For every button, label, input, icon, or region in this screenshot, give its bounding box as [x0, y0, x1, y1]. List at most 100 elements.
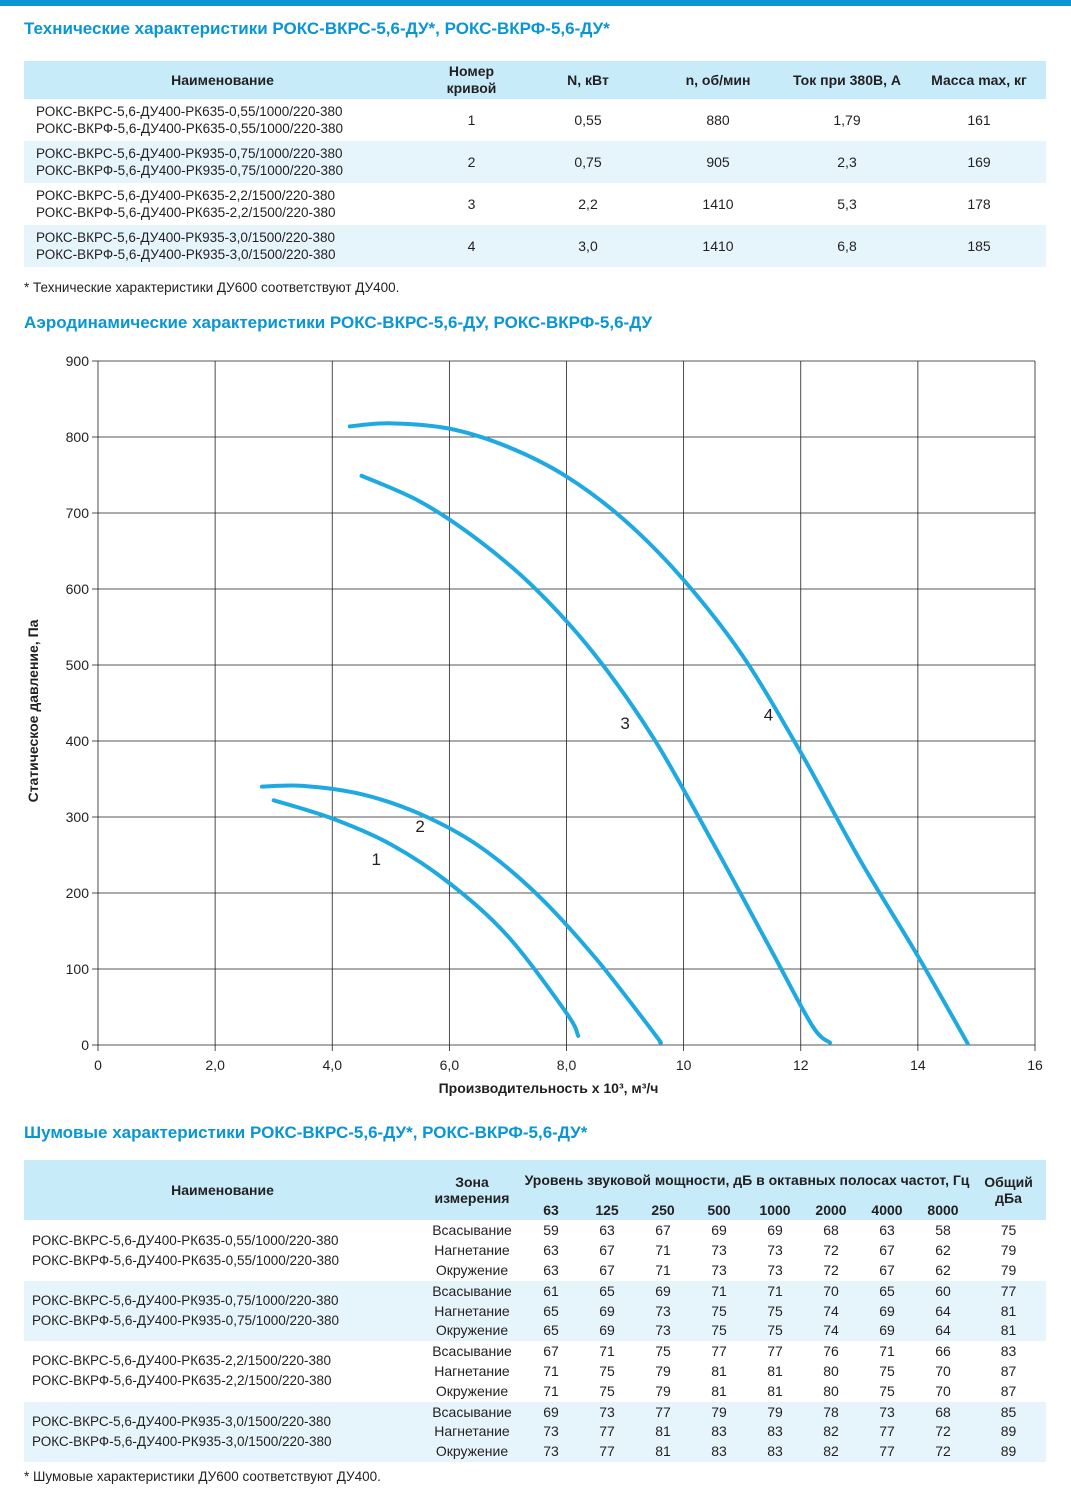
model-name-line1: РОКС-ВКРС-5,6-ДУ400-РК935-3,0/1500/220-3… [32, 1413, 332, 1429]
level-cell-2000: 68 [803, 1219, 859, 1241]
level-cell-2000: 72 [823, 1261, 839, 1278]
level-cell-125: 67 [599, 1261, 615, 1278]
model-name-line2: РОКС-ВКРФ-5,6-ДУ400-РК935-3,0/1500/220-3… [36, 247, 336, 262]
y-tick-label: 500 [66, 657, 90, 673]
total-dba-cell: 89 [971, 1421, 1047, 1442]
level-cell-1000: 77 [747, 1340, 803, 1362]
model-name-cell: РОКС-ВКРС-5,6-ДУ400-РК635-2,2/1500/220-3… [24, 183, 421, 225]
noise-table: Наименование Зона измерения Уровень звук… [24, 1160, 1047, 1462]
model-name-line1: РОКС-ВКРС-5,6-ДУ400-РК935-0,75/1000/220-… [32, 1293, 339, 1309]
noise-row: Нагнетание 71 75 79 81 81 80 75 70 87 [24, 1362, 1046, 1382]
level-cell-1000: 69 [747, 1219, 803, 1241]
zone-cell: Нагнетание [421, 1301, 523, 1321]
noise-header-row: Наименование Зона измерения Уровень звук… [24, 1160, 1047, 1221]
level-cell-1000: 75 [747, 1320, 803, 1342]
header-mass: Масса max, кг [912, 61, 1046, 99]
current-cell: 2,3 [782, 141, 912, 183]
zone-cell: Всасывание [421, 1219, 523, 1241]
total-dba-cell: 79 [1000, 1261, 1017, 1278]
rpm-cell: 880 [706, 112, 730, 128]
tech-title: Технические характеристики РОКС-ВКРС-5,6… [24, 19, 610, 38]
noise-row: Нагнетание 73 77 81 83 83 82 77 72 89 [24, 1421, 1047, 1442]
model-name-line1: РОКС-ВКРС-5,6-ДУ400-РК635-0,55/1000/220-… [32, 1232, 339, 1248]
level-cell-63: 67 [523, 1340, 579, 1362]
level-cell-4000: 71 [859, 1340, 915, 1362]
curve-number-cell: 2 [421, 141, 522, 183]
chart-series: 1 2 3 4 [259, 421, 970, 1046]
total-dba-cell: 83 [971, 1340, 1047, 1362]
total-dba-cell: 85 [971, 1401, 1047, 1422]
noise-row: РОКС-ВКРС-5,6-ДУ400-РК935-0,75/1000/220-… [24, 1280, 1047, 1342]
level-cell-500: 79 [691, 1401, 747, 1422]
curve-label-3: 3 [620, 714, 629, 733]
mass-cell: 161 [967, 112, 991, 128]
level-cell-2000: 80 [823, 1362, 839, 1379]
power-cell: 0,75 [522, 141, 654, 183]
level-cell-500: 69 [691, 1219, 747, 1241]
curve-4 [347, 421, 970, 1046]
model-name-line2: РОКС-ВКРФ-5,6-ДУ400-РК635-2,2/1500/220-3… [32, 1373, 332, 1389]
level-cell-1000: 83 [747, 1441, 803, 1462]
header-rpm: n, об/мин [654, 61, 782, 99]
chart-y-axis-label: Статическое давление, Па [25, 619, 41, 802]
y-tick-label: 800 [66, 429, 90, 445]
model-name-line1: РОКС-ВКРС-5,6-ДУ400-РК935-0,75/1000/220-… [36, 146, 343, 161]
model-name-cell: РОКС-ВКРС-5,6-ДУ400-РК935-0,75/1000/220-… [24, 141, 421, 183]
noise-row: РОКС-ВКРС-5,6-ДУ400-РК935-3,0/1500/220-3… [24, 1401, 1047, 1462]
level-cell-2000: 76 [803, 1340, 859, 1362]
noise-row: Окружение 65 69 73 75 75 74 69 64 81 [24, 1320, 1047, 1342]
freq-header-125: 125 [579, 1200, 635, 1221]
x-tick-label: 6,0 [440, 1057, 460, 1073]
header-curve-number: Номер кривой [421, 61, 522, 99]
model-name-line2: РОКС-ВКРФ-5,6-ДУ400-РК935-0,75/1000/220-… [32, 1313, 340, 1329]
level-cell-250: 75 [635, 1340, 691, 1362]
y-tick-label: 0 [81, 1037, 89, 1053]
power-cell: 3,0 [522, 225, 654, 267]
level-cell-2000: 74 [803, 1301, 859, 1321]
level-cell-250: 79 [655, 1382, 671, 1399]
curve-label-1: 1 [371, 850, 380, 869]
level-cell-500: 77 [691, 1340, 747, 1362]
tech-header-row: Наименование Номер кривой N, кВт n, об/м… [24, 61, 1046, 99]
chart-x-axis-label: Производительность х 10³, м³/ч [439, 1080, 659, 1096]
zone-cell: Всасывание [421, 1401, 523, 1422]
mass-cell: 178 [967, 196, 991, 212]
power-cell: 0,55 [574, 112, 602, 128]
power-cell: 2,2 [578, 196, 598, 212]
level-cell-500: 81 [711, 1382, 727, 1399]
total-dba-cell: 77 [971, 1280, 1047, 1302]
level-cell-250: 77 [635, 1401, 691, 1422]
level-cell-2000: 74 [803, 1320, 859, 1342]
level-cell-500: 75 [691, 1301, 747, 1321]
noise-header-total: Общий дБа [971, 1160, 1047, 1221]
noise-header-level: Уровень звуковой мощности, дБ в октавных… [523, 1160, 972, 1200]
model-name-line2: РОКС-ВКРФ-5,6-ДУ400-РК635-2,2/1500/220-3… [36, 205, 336, 220]
zone-cell: Окружение [435, 1382, 509, 1399]
level-cell-1000: 73 [767, 1242, 783, 1259]
level-cell-4000: 65 [859, 1280, 915, 1302]
model-name-line1: РОКС-ВКРС-5,6-ДУ400-РК635-0,55/1000/220-… [36, 104, 343, 119]
level-cell-125: 77 [579, 1441, 635, 1462]
total-dba-cell: 89 [971, 1441, 1047, 1462]
model-name-line2: РОКС-ВКРФ-5,6-ДУ400-РК635-0,55/1000/220-… [36, 121, 344, 136]
y-tick-label: 400 [66, 733, 90, 749]
noise-freq-row: 63 125 250 500 1000 2000 4000 8000 [24, 1200, 1046, 1221]
level-cell-8000: 68 [915, 1401, 972, 1422]
level-cell-1000: 79 [747, 1401, 803, 1422]
tech-specs-table: Наименование Номер кривой N, кВт n, об/м… [24, 61, 1046, 267]
noise-row: РОКС-ВКРС-5,6-ДУ400-РК635-2,2/1500/220-3… [24, 1340, 1047, 1402]
level-cell-500: 83 [691, 1421, 747, 1442]
level-cell-1000: 71 [747, 1280, 803, 1302]
x-tick-label: 14 [910, 1057, 926, 1073]
level-cell-8000: 64 [915, 1320, 972, 1342]
level-cell-1000: 81 [767, 1382, 783, 1399]
level-cell-125: 63 [579, 1219, 635, 1241]
tech-footnote: * Технические характеристики ДУ600 соотв… [24, 280, 400, 295]
rpm-cell: 1410 [654, 225, 782, 267]
total-dba-cell: 87 [1000, 1382, 1017, 1399]
level-cell-250: 81 [635, 1441, 691, 1462]
level-cell-4000: 67 [879, 1261, 895, 1278]
level-cell-2000: 82 [803, 1441, 859, 1462]
x-tick-label: 0 [94, 1057, 102, 1073]
freq-header-250: 250 [635, 1200, 691, 1221]
